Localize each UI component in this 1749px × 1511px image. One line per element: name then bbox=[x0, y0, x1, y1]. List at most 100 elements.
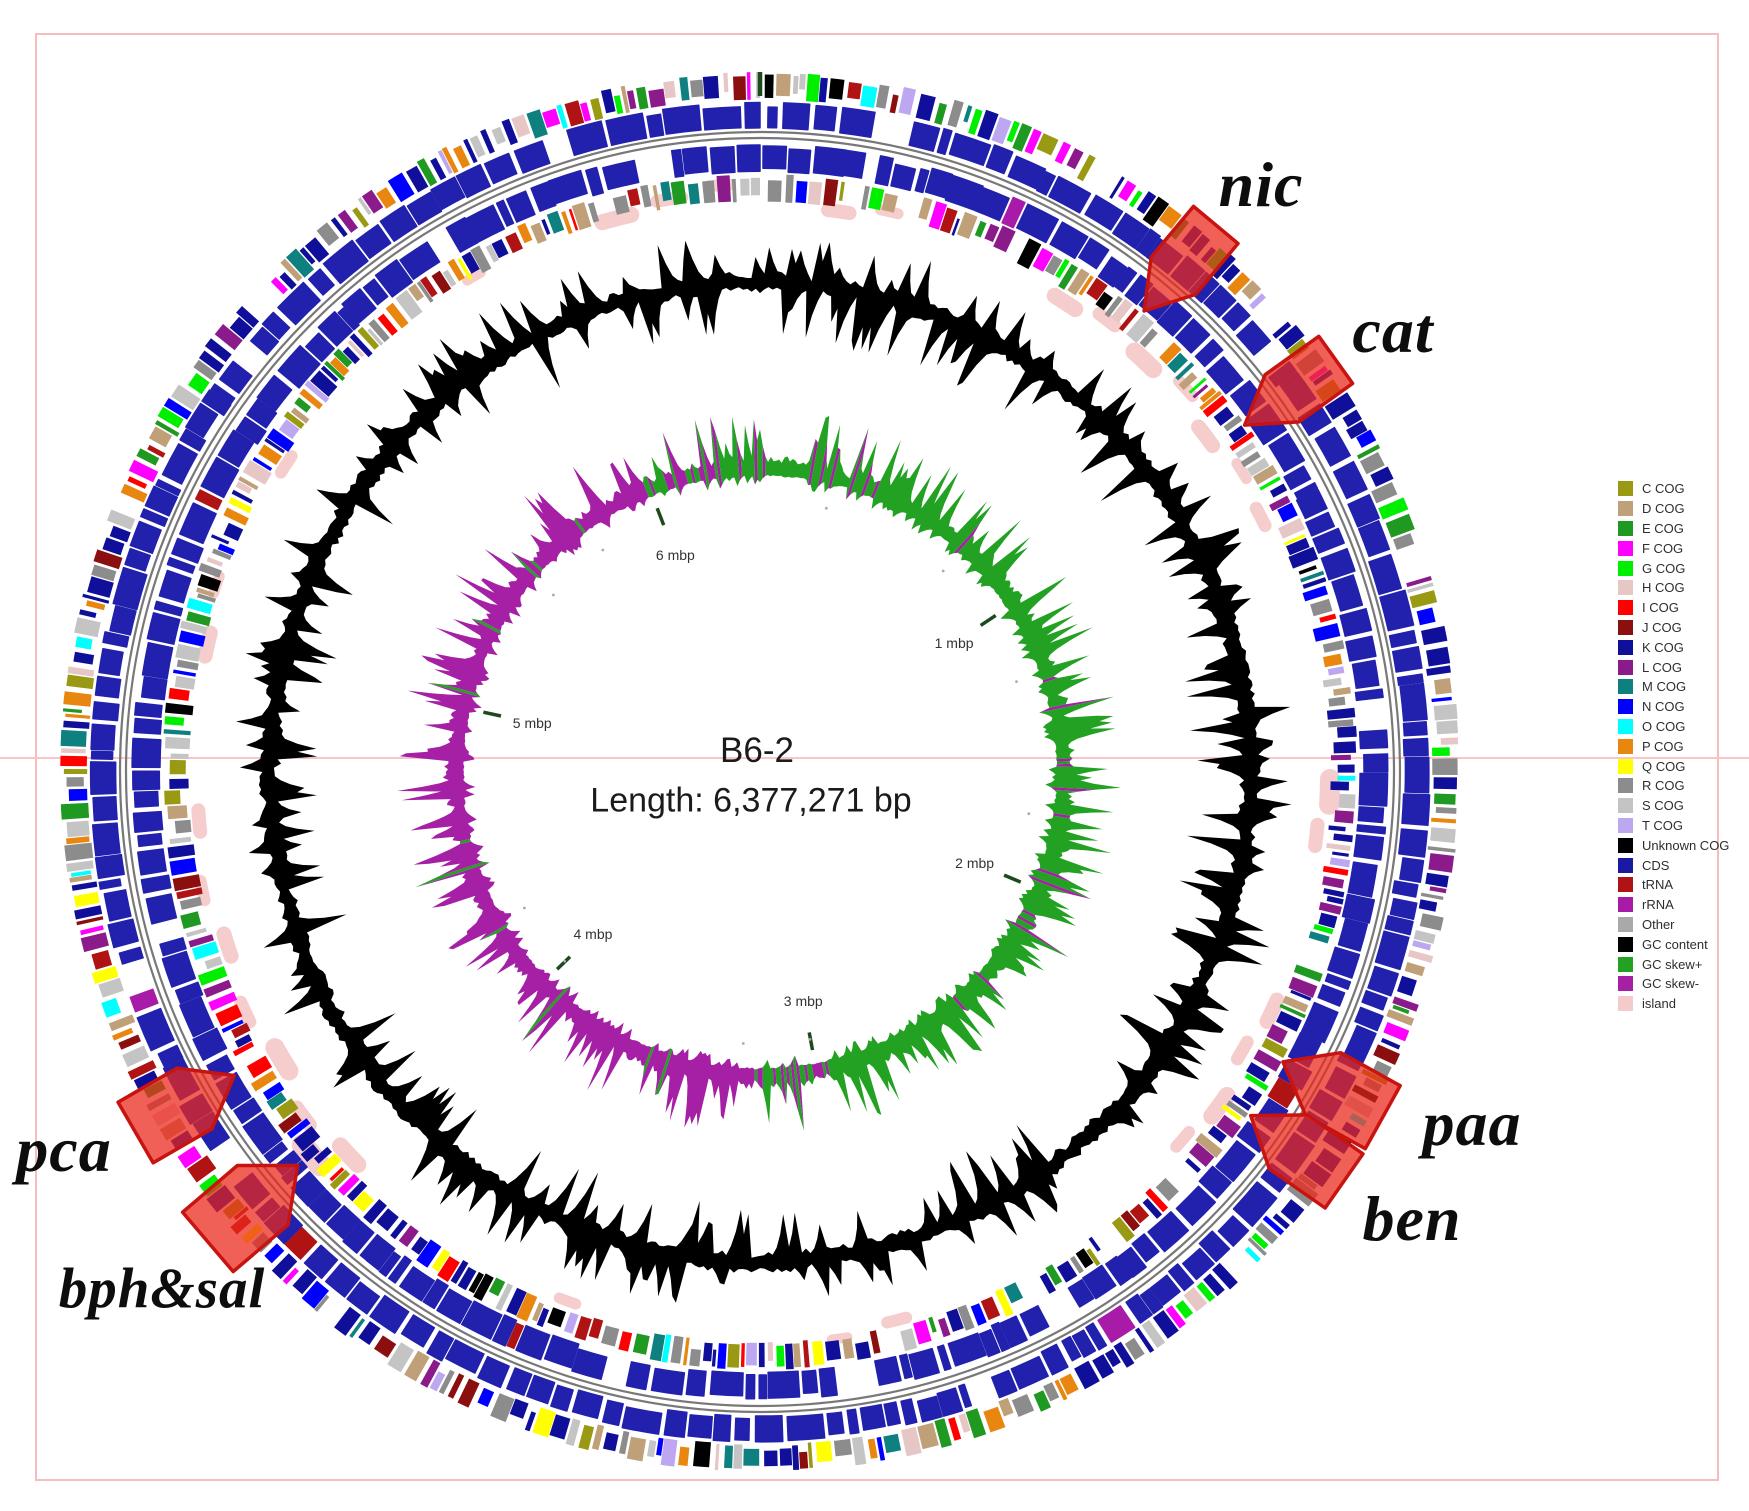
ring-reverse-cog bbox=[1228, 425, 1248, 443]
ring-forward-cog bbox=[542, 108, 561, 128]
ring-reverse-cog bbox=[1223, 415, 1243, 432]
gc-skew-negative bbox=[639, 1043, 671, 1095]
gc-skew-negative bbox=[973, 970, 1005, 1000]
genome-length: Length: 6,377,271 bp bbox=[590, 781, 912, 820]
ring-reverse-cds bbox=[166, 556, 196, 574]
island-blob bbox=[1203, 1086, 1236, 1125]
ring-reverse-cds bbox=[1358, 729, 1389, 750]
scale-dot bbox=[523, 906, 526, 910]
ring-reverse-cog bbox=[1039, 1272, 1056, 1294]
ring-reverse-cog bbox=[278, 1112, 302, 1134]
ring-reverse-cds bbox=[460, 1300, 503, 1340]
ring-forward-cds bbox=[185, 402, 219, 439]
ring-reverse-cog bbox=[727, 1343, 740, 1368]
gc-skew-positive bbox=[655, 1048, 673, 1095]
ring-reverse-cog bbox=[197, 966, 228, 986]
ring-forward-cog bbox=[876, 1436, 886, 1461]
ring-forward-cog bbox=[1440, 737, 1459, 745]
ring-reverse-cds bbox=[1267, 1077, 1299, 1109]
ring-reverse-cog bbox=[170, 753, 189, 759]
ring-reverse-cog bbox=[547, 1307, 566, 1328]
ring-forward-cog bbox=[1413, 930, 1436, 944]
ring-forward-cog bbox=[613, 95, 624, 115]
ring-forward-cds bbox=[1203, 284, 1237, 319]
ring-forward-cog bbox=[316, 222, 340, 246]
ring-forward-cds bbox=[936, 127, 953, 156]
ring-forward-cog bbox=[746, 72, 751, 100]
ring-reverse-cog bbox=[491, 239, 509, 259]
ring-reverse-cog bbox=[652, 185, 661, 211]
gc-skew-negative bbox=[790, 1059, 799, 1114]
island-blob bbox=[194, 874, 211, 907]
ring-forward-cds bbox=[1357, 520, 1391, 558]
gc-skew-positive bbox=[788, 1063, 795, 1098]
ring-forward-cds bbox=[646, 113, 665, 138]
ring-forward-cog bbox=[101, 997, 122, 1018]
ring-reverse-cog bbox=[1312, 623, 1341, 642]
ring-forward-cog bbox=[349, 1318, 366, 1338]
ring-forward-cds bbox=[109, 605, 137, 636]
gc-skew-negative bbox=[521, 986, 652, 1091]
ring-reverse-cog bbox=[1111, 298, 1133, 323]
island-blob bbox=[274, 450, 298, 479]
ring-reverse-cog bbox=[1288, 546, 1319, 569]
ring-reverse-cog bbox=[1333, 833, 1353, 843]
ring-forward-cog bbox=[108, 1014, 136, 1032]
ring-forward-cog bbox=[480, 129, 495, 154]
ring-reverse-cog bbox=[536, 1307, 550, 1328]
gc-skew-positive bbox=[871, 439, 992, 556]
ring-reverse-cog bbox=[314, 1146, 332, 1164]
ring-forward-cds bbox=[261, 311, 291, 340]
gc-skew-positive bbox=[662, 432, 681, 496]
ring-reverse-cog bbox=[1334, 810, 1354, 824]
ring-forward-cds bbox=[102, 631, 130, 648]
ring-forward-cds bbox=[908, 121, 941, 152]
ring-reverse-cog bbox=[203, 979, 232, 998]
ring-reverse-cog bbox=[167, 844, 196, 859]
ring-reverse-cog bbox=[946, 1308, 964, 1332]
ring-reverse-cog bbox=[198, 562, 222, 578]
ring-reverse-cog bbox=[416, 1239, 442, 1268]
ring-forward-cds bbox=[1217, 1215, 1250, 1247]
ring-forward-cog bbox=[764, 1450, 778, 1467]
ring-forward-cds bbox=[571, 1389, 604, 1420]
gc-skew-negative bbox=[762, 445, 766, 479]
scale-label: 1 mbp bbox=[934, 635, 974, 652]
ring-forward-cds bbox=[1084, 194, 1124, 231]
ring-reverse-cds bbox=[133, 790, 160, 808]
ring-reverse-cog bbox=[802, 1340, 810, 1368]
ring-reverse-cog bbox=[169, 759, 186, 775]
ring-forward-cog bbox=[236, 306, 260, 328]
ring-reverse-cog bbox=[717, 1343, 727, 1369]
ring-reverse-cds bbox=[492, 1314, 518, 1347]
ring-reverse-cds bbox=[192, 1027, 228, 1061]
ring-reverse-cog bbox=[163, 729, 191, 736]
ring-reverse-cds bbox=[1215, 1140, 1256, 1183]
ring-forward-cog bbox=[1074, 1360, 1100, 1390]
ring-reverse-cds bbox=[233, 1097, 263, 1125]
legend-item: R COG bbox=[1618, 776, 1729, 796]
ring-reverse-cog bbox=[683, 1337, 690, 1366]
ring-reverse-cog bbox=[1338, 793, 1356, 809]
ring-reverse-cog bbox=[283, 411, 305, 429]
ring-forward-cog bbox=[155, 420, 180, 437]
ring-reverse-cog bbox=[1175, 362, 1195, 381]
ring-reverse-cog bbox=[1004, 1282, 1024, 1304]
ring-forward-cog bbox=[968, 108, 983, 135]
ring-reverse-cog bbox=[349, 333, 373, 358]
gc-skew-positive bbox=[642, 1045, 655, 1078]
ring-forward-cog bbox=[63, 691, 92, 707]
ring-reverse-cds bbox=[1105, 1255, 1133, 1286]
ring-forward-cog bbox=[947, 99, 964, 128]
ring-reverse-cog bbox=[868, 187, 885, 211]
legend-item: E COG bbox=[1618, 519, 1729, 539]
island-blob bbox=[1125, 342, 1163, 379]
ring-reverse-cog bbox=[505, 232, 523, 254]
ring-forward-cds bbox=[1260, 1168, 1287, 1193]
gc-skew-negative bbox=[780, 1062, 787, 1105]
gc-skew-negative bbox=[510, 551, 542, 579]
ring-reverse-cog bbox=[993, 225, 1016, 253]
gc-skew-negative bbox=[772, 1067, 777, 1088]
ring-reverse-cog bbox=[215, 1004, 243, 1027]
legend-item: tRNA bbox=[1618, 875, 1729, 895]
